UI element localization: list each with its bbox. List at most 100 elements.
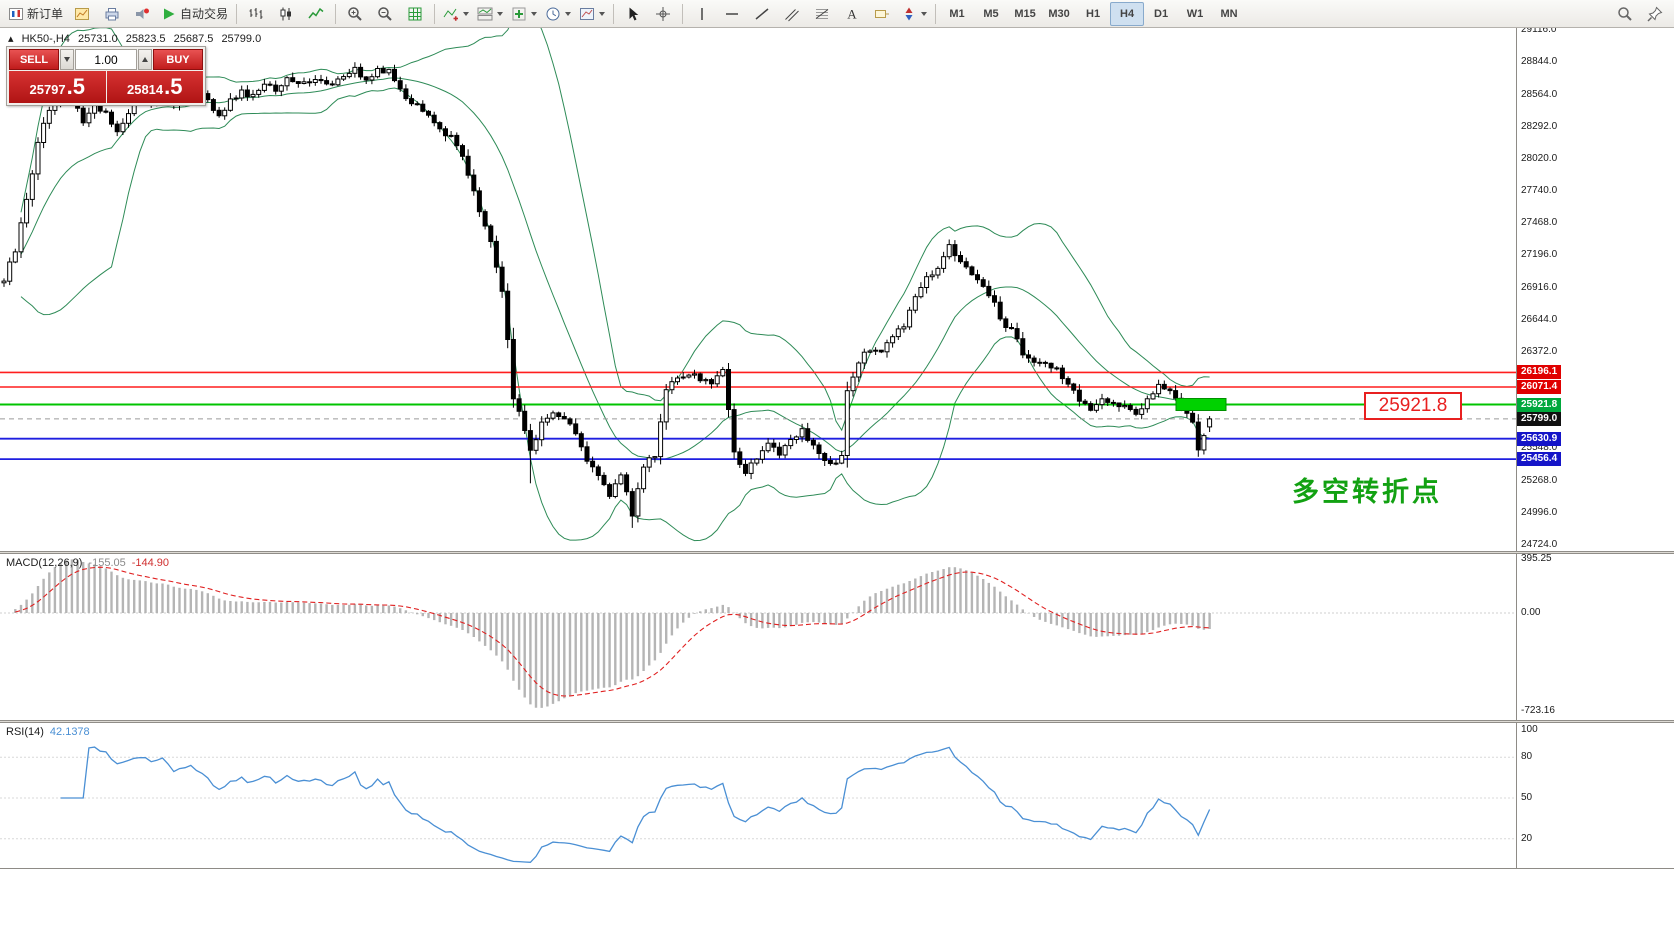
chart-marker-icon: ▴ [8,33,14,45]
timeframe-h1-button[interactable]: H1 [1086,7,1101,20]
timeframe-m15-button[interactable]: M15 [1014,7,1036,20]
volume-increase-button[interactable] [138,49,152,70]
zoom-out-button[interactable] [370,2,400,26]
text-tool-button[interactable]: A [837,2,867,26]
crosshair-button[interactable] [648,2,678,26]
print-button[interactable] [97,2,127,26]
chevron-down-icon [921,11,928,16]
zoom-in-button[interactable] [340,2,370,26]
zoom-out-icon [377,6,393,22]
toolbar: 新订单 自动交易 A M1 M5 M15 M30 H1 H4 D1 W1 MN [0,0,1674,28]
shapes-button[interactable] [897,2,931,26]
timeframe-m1-button[interactable]: M1 [949,7,965,20]
one-click-trade-widget: SELL BUY 25797 .5 25814 .5 [6,46,206,106]
price-level-callout[interactable]: 25921.8 [1364,391,1462,420]
templates-button[interactable] [575,2,609,26]
buy-button[interactable]: BUY [153,49,203,70]
macd-signal-value: -144.90 [131,557,170,569]
price-axis-label: 28020.0 [1521,152,1558,164]
price-chart-canvas[interactable] [0,28,1516,551]
alerts-button[interactable] [127,2,157,26]
price-axis-label: 27196.0 [1521,249,1558,261]
indicators-button[interactable] [439,2,473,26]
turning-point-label[interactable]: 多空转折点 [1292,477,1442,507]
macd-axis-label: 0.00 [1521,607,1541,618]
price-axis-label: 28844.0 [1521,55,1558,67]
volume-input[interactable] [75,49,137,70]
timeframe-mn-button[interactable]: MN [1220,7,1238,20]
rsi-label: RSI(14) 42.1378 [6,726,90,738]
time-axis[interactable]: 17 Jun 201921 Jun 01:1527 Jun 01:154 Jul… [0,868,1674,895]
timeframe-m30-button[interactable]: M30 [1048,7,1070,20]
new-order-button[interactable]: 新订单 [4,2,67,26]
timeframe-h4-button[interactable]: H4 [1110,1,1145,26]
pin-button[interactable] [1640,2,1670,26]
macd-name: MACD(12,26,9) [6,557,83,569]
periods-button[interactable] [541,2,575,26]
autotrading-button[interactable]: 自动交易 [157,2,232,26]
cursor-icon [625,6,641,22]
candles-chart-button[interactable] [271,2,301,26]
toolbar-separator [236,3,238,24]
panel-separator[interactable] [0,551,1674,554]
vertical-line-icon [694,6,710,22]
channel-icon [784,6,800,22]
price-axis-label: 24724.0 [1521,539,1558,550]
buy-price[interactable]: 25814 .5 [106,71,203,103]
pin-icon [1647,6,1663,22]
macd-label: MACD(12,26,9) -155.05 -144.90 [6,557,169,569]
add-object-icon [511,6,527,22]
templates-icon [579,6,595,22]
window-bottom [0,894,1674,951]
svg-text:A: A [847,6,857,21]
macd-axis-label: 395.25 [1521,553,1552,565]
highlight-rectangle[interactable] [1175,398,1227,411]
price-axis-label: 26916.0 [1521,281,1558,293]
vertical-line-button[interactable] [687,2,717,26]
volume-decrease-button[interactable] [60,49,74,70]
search-button[interactable] [1610,2,1640,26]
price-axis-label: 26644.0 [1521,313,1558,325]
autotrading-label: 自动交易 [180,7,229,21]
horizontal-level-lines[interactable] [0,371,1516,461]
rsi-panel-canvas[interactable] [0,723,1516,868]
rsi-axis-label: 50 [1521,792,1533,803]
sell-price[interactable]: 25797 .5 [9,71,106,103]
timeframe-m5-button[interactable]: M5 [983,7,999,20]
price-axis-badge: 25921.8 [1517,397,1562,412]
horizontal-line-button[interactable] [717,2,747,26]
candlesticks [1,62,1213,528]
cursor-button[interactable] [618,2,648,26]
buy-price-pips: .5 [164,74,183,99]
price-axis-label: 24996.0 [1521,507,1558,519]
line-chart-button[interactable] [301,2,331,26]
ohlc-open: 25731.0 [77,33,118,45]
crosshair-icon [655,6,671,22]
text-label-button[interactable] [867,2,897,26]
macd-panel-canvas[interactable] [0,554,1516,720]
indicators-icon [443,6,459,22]
indicator-windows-button[interactable] [473,2,507,26]
toolbar-right [1610,2,1670,26]
chevron-down-icon [497,11,504,16]
chevron-down-icon [599,11,606,16]
add-object-button[interactable] [507,2,541,26]
price-axis-label: 29116.0 [1521,24,1557,35]
bars-chart-button[interactable] [241,2,271,26]
price-axis-label: 26372.0 [1521,345,1558,357]
timeframe-d1-button[interactable]: D1 [1154,7,1169,20]
rsi-value: 42.1378 [49,726,90,738]
grid-button[interactable] [400,2,430,26]
panel-separator[interactable] [0,720,1674,723]
price-axis-badge: 25799.0 [1517,411,1562,426]
fibonacci-button[interactable] [807,2,837,26]
charts-button[interactable] [67,2,97,26]
sell-button[interactable]: SELL [9,49,59,70]
grid-icon [407,6,423,22]
sell-price-pips: .5 [66,74,85,99]
horizontal-line-icon [724,6,740,22]
price-axis-label: 28292.0 [1521,120,1558,132]
channel-button[interactable] [777,2,807,26]
trendline-button[interactable] [747,2,777,26]
timeframe-w1-button[interactable]: W1 [1186,7,1204,20]
